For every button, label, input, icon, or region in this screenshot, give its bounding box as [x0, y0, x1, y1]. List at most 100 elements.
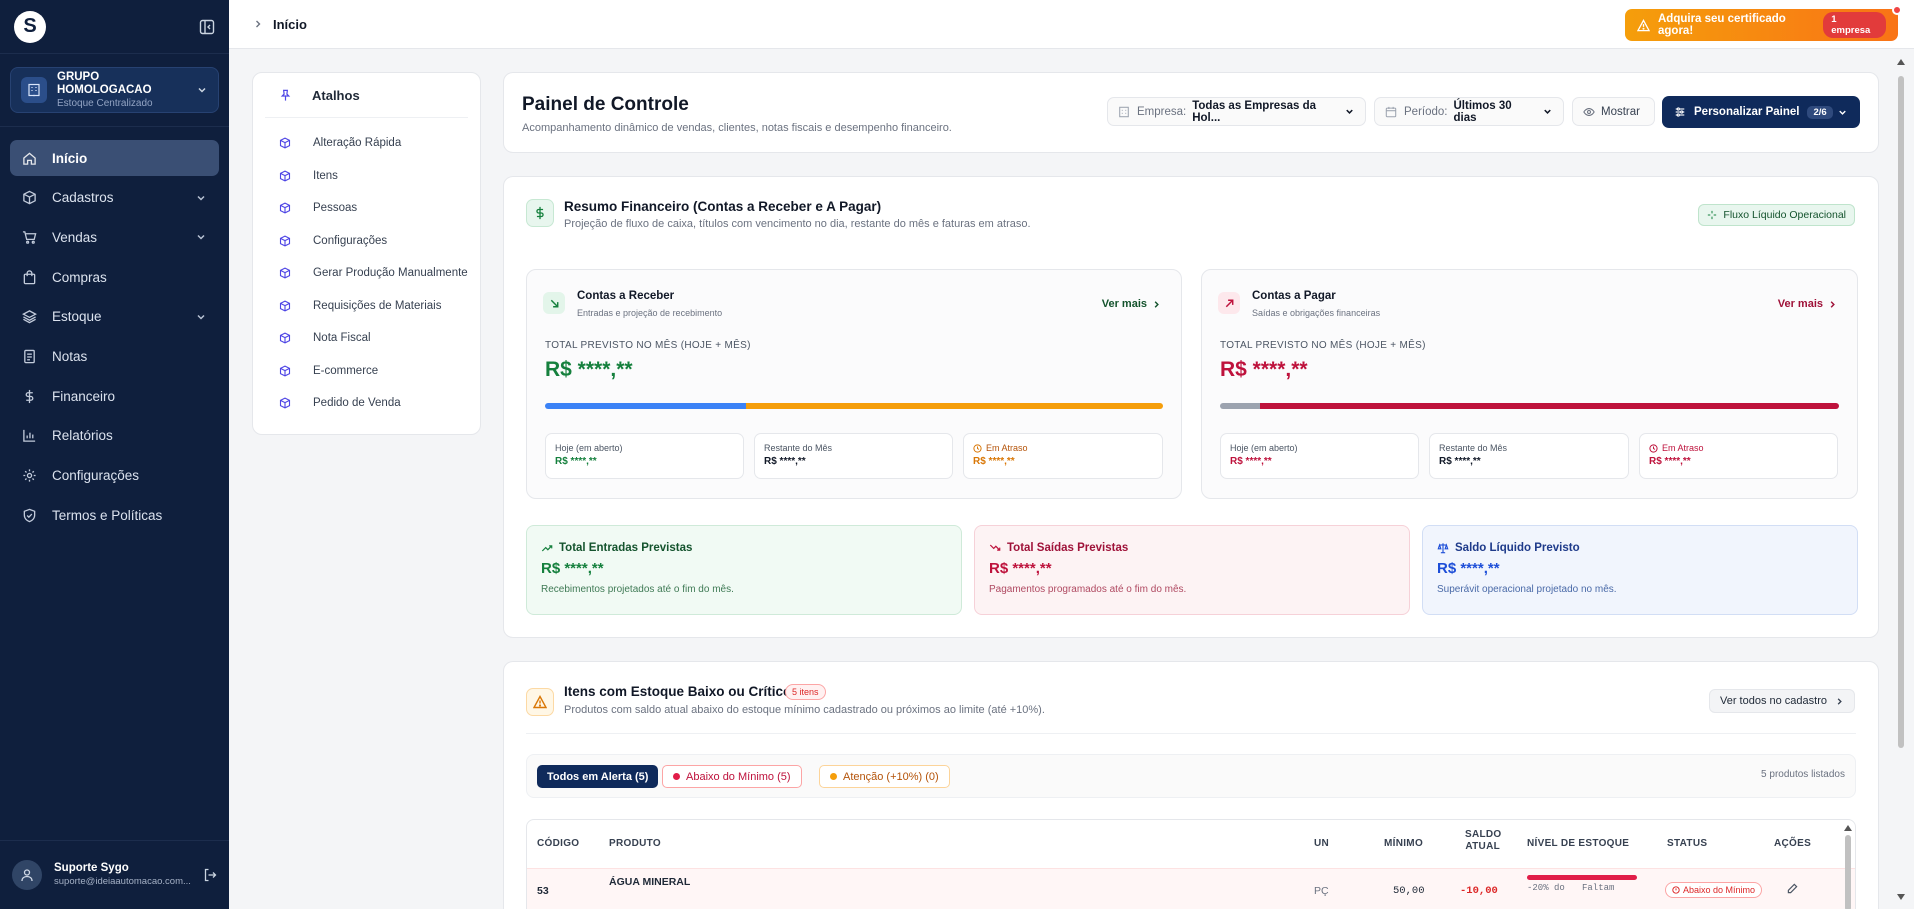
shortcut-item[interactable]: Requisições de Materiais — [279, 290, 468, 323]
tab-atencao[interactable]: Atenção (+10%) (0) — [819, 765, 950, 788]
scrollbar-thumb[interactable] — [1898, 76, 1904, 748]
receivable-today: Hoje (em aberto) R$ ****,** — [545, 433, 744, 479]
empresa-select[interactable]: Empresa: Todas as Empresas da Hol... — [1107, 97, 1366, 126]
total-outflows-note: Pagamentos programados até o fim do mês. — [989, 584, 1187, 595]
building-icon — [21, 77, 47, 103]
gear-icon — [22, 468, 38, 483]
shortcut-item[interactable]: Gerar Produção Manualmente — [279, 257, 468, 290]
row-codigo: 53 — [537, 885, 549, 897]
shortcut-item[interactable]: Nota Fiscal — [279, 322, 468, 355]
nav-item-cadastros[interactable]: Cadastros — [10, 180, 219, 216]
shortcut-item[interactable]: Alteração Rápida — [279, 127, 468, 160]
user-email: suporte@ideiaautomacao.com... — [54, 876, 191, 887]
receivable-overdue: Em Atraso R$ ****,** — [963, 433, 1163, 479]
periodo-select[interactable]: Período: Últimos 30 dias — [1374, 97, 1564, 126]
column-header-saldo-atual: SALDO ATUAL — [1465, 829, 1501, 853]
dollar-icon — [526, 199, 554, 227]
empresa-value: Todas as Empresas da Hol... — [1192, 99, 1317, 124]
flux-badge-label: Fluxo Líquido Operacional — [1723, 209, 1846, 221]
cube-icon — [279, 267, 302, 279]
row-nivel-b: Faltam — [1582, 883, 1615, 893]
shortcut-item[interactable]: E-commerce — [279, 355, 468, 388]
payable-bar-rest — [1260, 403, 1839, 409]
shortcut-label: Requisições de Materiais — [313, 299, 442, 312]
home-icon — [22, 151, 38, 166]
clock-icon — [1649, 443, 1658, 453]
shortcut-item[interactable]: Itens — [279, 160, 468, 193]
receivable-progress-bar — [545, 403, 1163, 409]
customize-panel-button[interactable]: Personalizar Painel 2/6 — [1662, 96, 1860, 128]
certificate-label: Adquira seu certificado agora! — [1658, 13, 1786, 37]
total-inflows-value: R$ ****,** — [541, 560, 604, 577]
shortcuts-panel: Atalhos Alteração Rápida Itens Pessoas Conf… — [252, 72, 481, 435]
pin-icon — [279, 89, 302, 102]
mostrar-button[interactable]: Mostrar — [1572, 97, 1655, 126]
financial-summary-card: Resumo Financeiro (Contas a Receber e A … — [503, 176, 1879, 638]
user-name: Suporte Sygo — [54, 862, 129, 874]
column-header-codigo: CÓDIGO — [537, 838, 580, 849]
page-scrollbar[interactable] — [1896, 56, 1906, 903]
chevron-down-icon — [195, 231, 207, 243]
total-inflows-note: Recebimentos projetados até o fim do mês… — [541, 584, 734, 595]
stock-level-bar — [1527, 875, 1637, 880]
row-un: PÇ — [1314, 885, 1329, 897]
topbar: Início Adquira seu certificado agora! 1 … — [229, 0, 1914, 49]
chevron-right-icon — [253, 19, 263, 29]
row-minimo: 50,00 — [1393, 885, 1425, 897]
edit-icon[interactable] — [1787, 883, 1798, 894]
nav-item-notas[interactable]: Notas — [10, 338, 219, 374]
organization-selector[interactable]: GRUPO HOMOLOGACAO Estoque Centralizado — [10, 67, 219, 113]
nav-item-termos[interactable]: Termos e Políticas — [10, 497, 219, 533]
sparkle-icon — [1707, 210, 1717, 220]
logout-icon[interactable] — [203, 868, 217, 882]
dashboard-header: Painel de Controle Acompanhamento dinâmi… — [503, 72, 1879, 153]
collapse-sidebar-icon[interactable] — [199, 19, 215, 35]
cube-icon — [22, 190, 38, 205]
nav-label: Notas — [52, 348, 88, 364]
chevron-down-icon — [1837, 107, 1848, 118]
payable-bar-today — [1220, 403, 1261, 409]
arrow-up-right-icon — [1218, 292, 1240, 314]
nav-item-relatorios[interactable]: Relatórios — [10, 418, 219, 454]
nav-item-estoque[interactable]: Estoque — [10, 299, 219, 335]
tab-abaixo-do-minimo[interactable]: Abaixo do Mínimo (5) — [662, 765, 802, 788]
chevron-down-icon — [196, 84, 208, 96]
certificate-banner-button[interactable]: Adquira seu certificado agora! 1 empresa — [1625, 5, 1902, 41]
nav-item-configuracoes[interactable]: Configurações — [10, 458, 219, 494]
receivable-see-more-link[interactable]: Ver mais — [1102, 298, 1161, 310]
net-balance-note: Superávit operacional projetado no mês. — [1437, 584, 1617, 595]
total-outflows-value: R$ ****,** — [989, 560, 1052, 577]
accounts-receivable-card: Contas a Receber Entradas e projeção de … — [526, 269, 1182, 499]
cube-icon — [279, 137, 302, 149]
cube-icon — [279, 170, 302, 182]
payable-title: Contas a Pagar — [1252, 290, 1336, 302]
view-all-button[interactable]: Ver todos no cadastro — [1708, 689, 1855, 713]
shortcut-item[interactable]: Configurações — [279, 225, 468, 258]
accounts-payable-card: Contas a Pagar Saídas e obrigações finan… — [1201, 269, 1858, 499]
total-outflows-title: Total Saídas Previstas — [1007, 542, 1129, 554]
nav-label: Cadastros — [52, 190, 114, 206]
organization-name: GRUPO HOMOLOGACAO — [57, 70, 152, 96]
nav-label: Relatórios — [52, 428, 113, 444]
shortcut-item[interactable]: Pedido de Venda — [279, 387, 468, 420]
low-stock-subtitle: Produtos com saldo atual abaixo do estoq… — [564, 704, 1045, 716]
customize-label: Personalizar Painel — [1694, 106, 1800, 118]
cube-icon — [279, 332, 302, 344]
shortcut-label: Pedido de Venda — [313, 397, 401, 410]
nav-item-compras[interactable]: Compras — [10, 259, 219, 295]
shortcut-item[interactable]: Pessoas — [279, 192, 468, 225]
nav-item-inicio[interactable]: Início — [10, 140, 219, 176]
table-scrollbar[interactable] — [1843, 824, 1853, 909]
user-profile[interactable]: Suporte Sygo suporte@ideiaautomacao.com.… — [0, 840, 229, 909]
tab-todos-em-alerta[interactable]: Todos em Alerta (5) — [537, 765, 659, 788]
nav-item-vendas[interactable]: Vendas — [10, 219, 219, 255]
sygo-logo[interactable]: S — [14, 10, 46, 43]
net-balance-card: Saldo Líquido Previsto R$ ****,** Superá… — [1422, 525, 1858, 615]
payable-today-value: R$ ****,** — [1230, 456, 1272, 467]
nav-item-financeiro[interactable]: Financeiro — [10, 378, 219, 414]
breadcrumb[interactable]: Início — [273, 16, 307, 32]
user-avatar-icon — [12, 860, 42, 890]
payable-see-more-link[interactable]: Ver mais — [1778, 298, 1837, 310]
receivable-rest-value: R$ ****,** — [764, 456, 806, 467]
table-row[interactable]: 53 ÁGUA MINERAL PÇ 50,00 -10,00 -20% do … — [527, 868, 1855, 909]
